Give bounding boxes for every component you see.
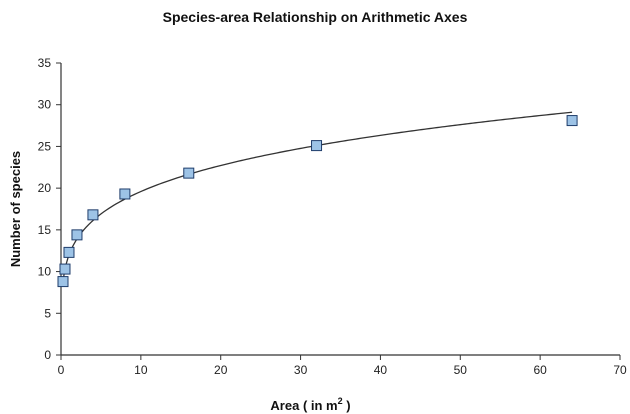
data-point xyxy=(311,140,323,152)
data-point xyxy=(119,188,131,200)
data-point xyxy=(59,263,71,275)
data-point xyxy=(87,209,99,221)
x-tick-label: 0 xyxy=(58,363,65,377)
x-tick-label: 40 xyxy=(374,363,388,377)
x-tick-label: 20 xyxy=(214,363,228,377)
y-tick-label: 15 xyxy=(38,223,52,237)
axis-labels: 0 10 20 30 40 50 60 70 0 5 10 15 20 25 30 35 Area ( in m… xyxy=(8,56,627,413)
y-tick-label: 25 xyxy=(38,139,52,153)
x-tick-label: 60 xyxy=(533,363,547,377)
data-point xyxy=(63,246,75,258)
x-tick-label: 70 xyxy=(613,363,627,377)
chart-title: Species-area Relationship on Arithmetic … xyxy=(162,9,468,25)
data-points xyxy=(57,115,578,288)
data-point xyxy=(57,276,69,288)
data-point xyxy=(71,229,83,241)
x-tick-label: 50 xyxy=(454,363,468,377)
y-tick-label: 5 xyxy=(44,306,51,320)
tick-marks xyxy=(56,62,621,360)
x-tick-label: 30 xyxy=(294,363,308,377)
x-axis-label: Area ( in m2 ) xyxy=(270,396,350,413)
y-tick-label: 0 xyxy=(44,348,51,362)
x-tick-label: 10 xyxy=(134,363,148,377)
y-axis-label: Number of species xyxy=(8,151,23,267)
axes xyxy=(60,63,620,356)
y-tick-label: 30 xyxy=(38,98,52,112)
data-point xyxy=(183,167,195,179)
y-tick-label: 20 xyxy=(38,181,52,195)
y-tick-label: 10 xyxy=(38,265,52,279)
trendline xyxy=(62,111,573,281)
data-point xyxy=(566,115,578,127)
trendline-layer xyxy=(62,111,573,281)
y-tick-label: 35 xyxy=(38,56,52,70)
